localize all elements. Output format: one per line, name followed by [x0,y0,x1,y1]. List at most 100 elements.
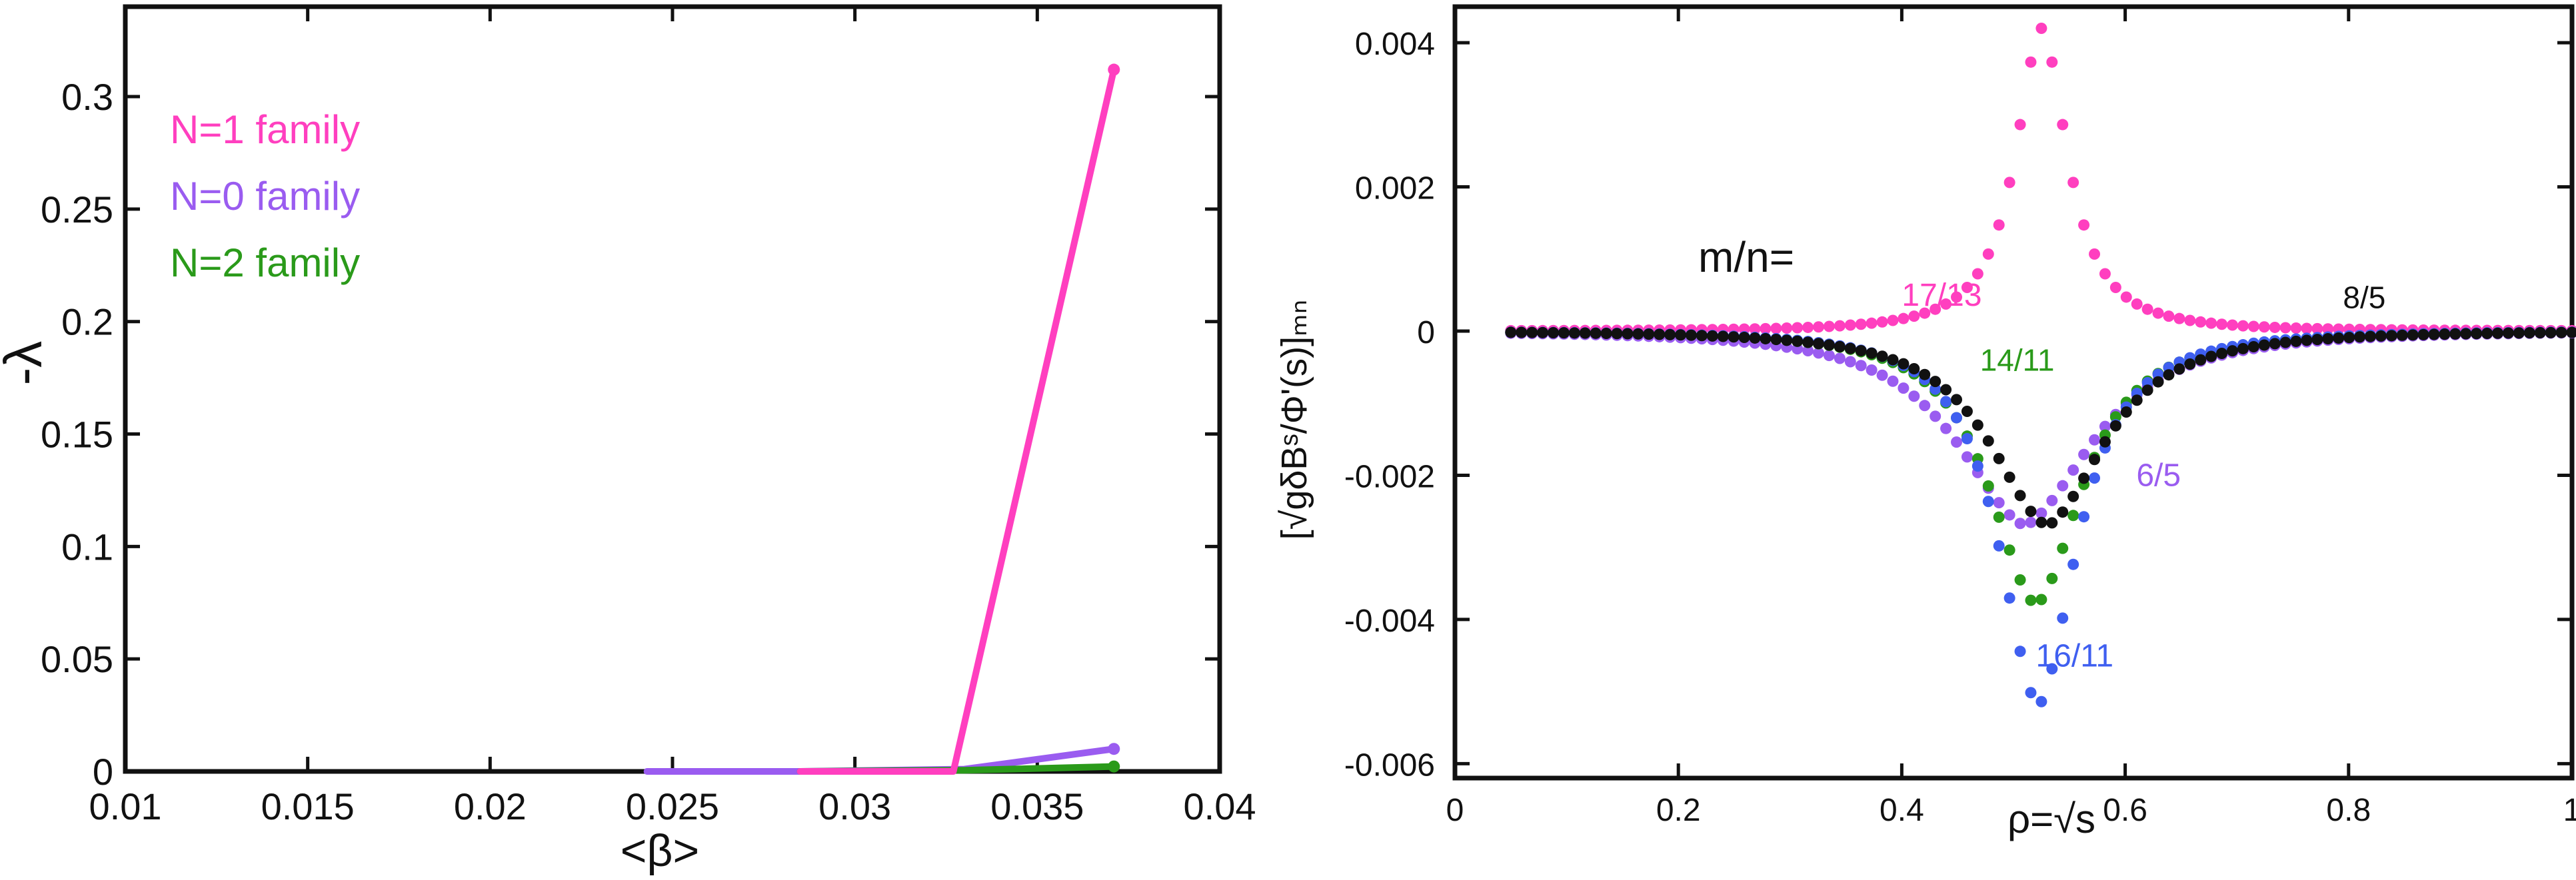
right-point-8-5 [2046,517,2058,529]
right-series-label: 8/5 [2343,280,2385,314]
right-point-17-13 [2141,303,2153,315]
left-legend-entry: N=1 family [170,107,360,152]
right-point-8-5 [2131,394,2143,406]
left-x-tick-label: 0.025 [626,785,719,827]
right-point-8-5 [1654,328,1666,340]
right-point-14-11 [1993,511,2005,523]
right-point-8-5 [1951,394,1963,406]
right-point-8-5 [2269,338,2281,350]
right-point-16-11 [2078,511,2090,523]
right-point-17-13 [1802,321,1814,333]
right-point-8-5 [1738,332,1750,344]
right-point-8-5 [1781,334,1793,346]
right-point-8-5 [1675,329,1687,341]
right-point-8-5 [1516,326,1528,338]
right-point-6-5 [2003,509,2015,521]
right-point-8-5 [2184,358,2196,370]
right-point-17-13 [2269,321,2281,333]
right-point-17-13 [2173,312,2185,324]
right-point-8-5 [2481,327,2493,339]
left-x-axis-title: <β> [621,825,700,876]
right-y-tick-label: -0.002 [1344,459,1435,494]
right-x-ticks: 0 0.2 0.4 0.6 0.8 1 [1446,7,2576,828]
right-point-8-5 [2343,332,2355,344]
left-x-tick-label: 0.015 [261,785,355,827]
right-point-8-5 [2152,376,2164,388]
right-point-8-5 [1823,339,1835,351]
right-point-6-5 [1908,390,1920,402]
left-y-tick-label: 0.15 [41,414,113,456]
left-y-ticks: 0 0.05 0.1 0.15 0.2 0.25 0.3 [41,76,1220,793]
right-point-8-5 [2513,327,2525,339]
right-point-8-5 [2534,326,2546,338]
right-point-8-5 [2290,335,2302,347]
right-point-8-5 [2163,369,2175,381]
right-point-17-13 [1781,322,1793,334]
right-point-17-13 [2195,316,2207,328]
right-point-16-11 [2089,472,2101,484]
right-point-8-5 [2407,329,2419,341]
right-point-8-5 [1643,328,1655,340]
right-point-6-5 [1940,422,1952,434]
right-point-8-5 [1706,330,1718,342]
right-point-6-5 [1823,350,1835,362]
right-point-6-5 [1961,451,1973,463]
right-point-8-5 [2322,332,2334,344]
right-point-8-5 [1866,347,1878,359]
right-point-8-5 [1547,326,1559,338]
right-point-14-11 [2014,574,2026,586]
right-point-8-5 [1813,338,1825,350]
left-series-lines [643,63,1120,775]
right-point-6-5 [2035,507,2047,519]
right-point-8-5 [2173,363,2185,375]
right-point-17-13 [1993,219,2005,231]
right-point-6-5 [2025,516,2037,528]
right-chart: 0 0.2 0.4 0.6 0.8 1 0.004 0.002 0 -0.002 -0.004 -0… [1274,4,2576,841]
right-point-8-5 [2089,454,2101,466]
right-x-tick-label: 0.6 [2103,793,2147,828]
right-point-17-13 [1855,318,1867,330]
left-x-tick-label: 0.035 [990,785,1084,827]
right-point-8-5 [1728,331,1740,343]
right-point-8-5 [2354,331,2366,343]
right-point-17-13 [1982,248,1994,260]
right-point-8-5 [2449,328,2461,340]
right-point-8-5 [1664,328,1676,340]
right-point-8-5 [1908,362,1920,374]
right-x-tick-label: 0.8 [2326,793,2371,828]
left-y-tick-label: 0.1 [61,526,113,568]
right-point-8-5 [2545,326,2557,338]
right-point-8-5 [1611,328,1623,340]
right-point-14-11 [2109,411,2121,423]
right-point-17-13 [1844,319,1856,331]
right-point-17-13 [1908,310,1920,322]
right-point-17-13 [2258,321,2270,333]
right-point-6-5 [1834,352,1846,364]
right-series-label: 16/11 [2036,638,2114,673]
right-point-8-5 [2492,327,2504,339]
right-point-17-13 [1951,291,1963,303]
right-point-8-5 [2067,490,2079,502]
right-point-8-5 [1600,327,1612,339]
right-point-8-5 [2375,330,2387,342]
right-point-17-13 [2109,281,2121,293]
left-x-tick-label: 0.03 [818,785,891,827]
right-point-8-5 [1898,358,1910,370]
right-x-tick-label: 1 [2563,793,2576,828]
right-point-14-11 [1982,480,1994,492]
right-x-tick-label: 0 [1446,793,1464,828]
right-point-8-5 [2566,326,2576,338]
right-point-8-5 [2237,342,2249,354]
right-point-16-11 [1993,540,2005,552]
right-point-8-5 [1526,326,1538,338]
right-point-17-13 [2057,119,2069,131]
right-point-8-5 [1802,336,1814,348]
right-point-6-5 [2057,480,2069,492]
right-point-8-5 [2439,328,2451,340]
left-legend: N=1 family N=0 family N=2 family [170,107,360,285]
right-point-8-5 [2014,490,2026,502]
right-point-8-5 [2279,336,2291,348]
right-point-8-5 [2120,406,2132,418]
right-point-17-13 [2247,320,2259,332]
left-y-tick-label: 0.25 [41,189,113,230]
